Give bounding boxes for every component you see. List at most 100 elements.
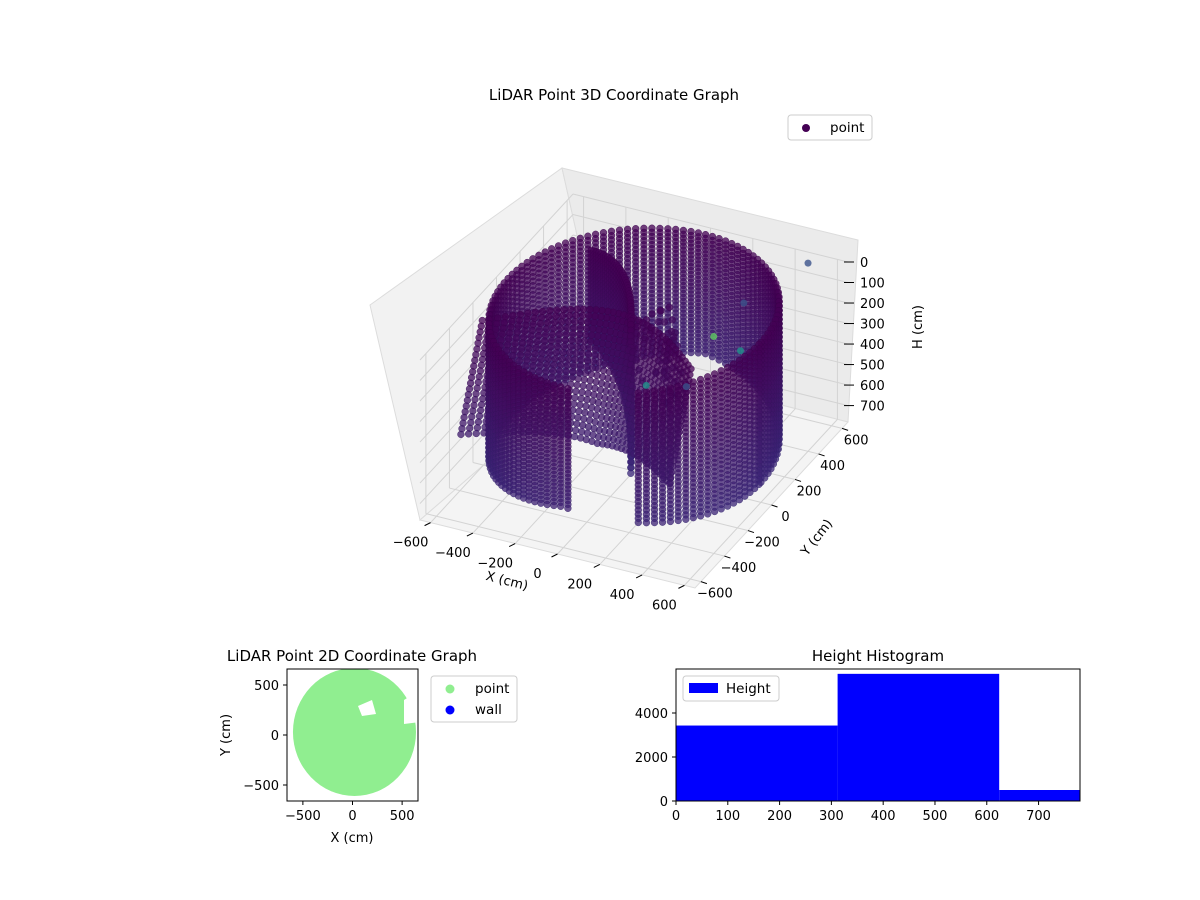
cloud-point — [654, 318, 662, 326]
cloud-point — [530, 314, 538, 322]
cloud-point — [580, 415, 588, 423]
cloud-point — [627, 469, 635, 477]
cloud-point — [540, 337, 549, 345]
cloud-point — [547, 337, 556, 345]
cloud-point — [650, 518, 659, 527]
cloud-point — [544, 319, 552, 327]
cloud-point — [535, 367, 543, 375]
cloud-point — [548, 330, 557, 339]
cloud-point — [573, 381, 581, 389]
cloud-point — [579, 382, 587, 390]
cloud-point — [536, 319, 545, 328]
cloud-point — [566, 349, 574, 357]
cloud-point — [558, 355, 566, 363]
cloud-point — [545, 313, 553, 321]
cloud-point — [729, 499, 738, 507]
cloud-point — [665, 303, 673, 311]
cloud-point — [550, 324, 558, 333]
cloud-point — [534, 331, 543, 340]
cloud-point — [562, 330, 570, 338]
cloud-point — [565, 311, 574, 320]
cloud-point — [557, 361, 565, 369]
cloud-point — [588, 331, 596, 339]
cloud-point — [570, 400, 578, 408]
cloud-point — [559, 312, 567, 320]
cloud-point — [516, 351, 525, 359]
cloud-point — [570, 362, 578, 370]
cloud-point — [587, 338, 595, 346]
cloud-point — [560, 306, 568, 314]
cloud-point — [578, 388, 586, 396]
cloud-point — [570, 433, 579, 441]
cloud-point — [710, 507, 719, 516]
cloud-point — [584, 389, 592, 398]
cloud-point — [573, 420, 581, 428]
cloud-point — [465, 430, 473, 438]
cloud-point — [556, 324, 565, 332]
cloud-point — [704, 510, 712, 518]
cloud-point — [554, 336, 563, 345]
cloud-point — [510, 346, 518, 354]
cloud-point — [576, 401, 584, 409]
cloud-point — [566, 305, 575, 314]
cloud-point — [586, 377, 594, 385]
cloud-point — [572, 349, 580, 357]
cloud-point — [584, 318, 592, 326]
cloud-point — [585, 312, 593, 320]
cloud-point — [582, 363, 591, 371]
cloud-point — [578, 349, 587, 358]
cloud-point — [499, 324, 507, 332]
cloud-point — [660, 318, 669, 326]
cloud-point — [579, 421, 587, 429]
cloud-point — [694, 349, 702, 357]
cloud-point — [576, 362, 584, 370]
cloud-point — [513, 328, 521, 336]
cloud-point — [571, 355, 579, 363]
cloud-point — [593, 371, 601, 380]
cloud-point — [583, 357, 592, 365]
cloud-point — [665, 480, 674, 488]
cloud-point — [542, 367, 550, 375]
cloud-point — [590, 319, 598, 327]
chart-3d-title: LiDAR Point 3D Coordinate Graph — [489, 86, 739, 104]
cloud-point — [658, 518, 667, 526]
cloud-point — [505, 335, 513, 343]
cloud-point — [587, 370, 595, 378]
cloud-point — [588, 364, 597, 372]
cloud-point — [517, 345, 526, 353]
cloud-point — [581, 408, 589, 417]
cloud-point — [592, 338, 601, 347]
cloud-point — [570, 324, 578, 332]
cloud-point — [576, 324, 585, 332]
cloud-point — [538, 307, 547, 316]
cloud-point — [572, 311, 580, 320]
cloud-point — [591, 312, 599, 320]
cloud-point — [594, 332, 602, 340]
cloud-point — [574, 414, 582, 422]
cloud-point — [537, 355, 545, 363]
cloud-point — [535, 325, 544, 334]
cloud-point — [708, 353, 717, 361]
cloud-point — [687, 349, 695, 357]
cloud-point — [552, 349, 560, 357]
cloud-point — [592, 306, 600, 314]
cloud-point — [582, 331, 590, 339]
cloud-point — [578, 428, 586, 436]
grid-left-h — [419, 193, 574, 361]
cloud-point — [531, 308, 540, 316]
cloud-point — [555, 330, 564, 338]
cloud-point — [529, 320, 537, 328]
cloud-point — [472, 429, 480, 438]
cloud-point — [563, 324, 572, 332]
cloud-point — [537, 313, 546, 322]
cloud-point — [531, 350, 539, 358]
cloud-point — [532, 344, 540, 352]
cloud-point — [568, 336, 576, 344]
cloud-point — [516, 310, 525, 319]
cloud-point — [589, 357, 598, 366]
cloud-point — [518, 339, 527, 347]
cloud-point — [553, 306, 561, 314]
cloud-point — [509, 352, 517, 360]
cloud-point — [514, 322, 523, 330]
